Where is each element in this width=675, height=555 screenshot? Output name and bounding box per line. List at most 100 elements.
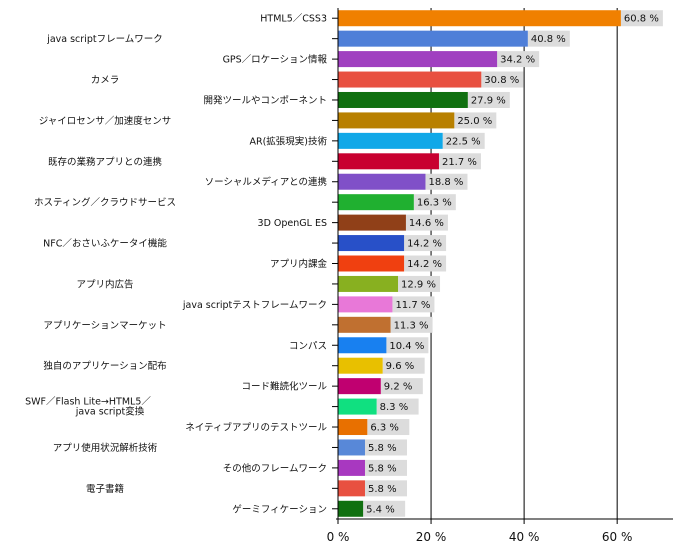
x-tick-label: 40 % xyxy=(509,530,540,544)
bar xyxy=(338,439,365,456)
bar xyxy=(338,500,364,517)
value-label-background xyxy=(454,112,497,129)
bar xyxy=(338,316,391,333)
category-label: ネイティブアプリのテストツール xyxy=(185,422,327,434)
category-label: NFC／おさいふケータイ機能 xyxy=(43,238,167,250)
bar xyxy=(338,480,365,497)
data-label: 12.9 % xyxy=(401,279,436,290)
category-label: 独自のアプリケーション配布 xyxy=(43,360,166,372)
data-label: 6.3 % xyxy=(370,423,399,434)
category-label: AR(拡張現実)技術 xyxy=(249,135,327,147)
value-label-background xyxy=(386,337,429,354)
bar xyxy=(338,296,393,313)
data-label: 27.9 % xyxy=(471,95,506,106)
category-label: その他のフレームワーク xyxy=(223,462,327,474)
data-label: 10.4 % xyxy=(389,341,424,352)
bar xyxy=(338,459,365,476)
category-label: アプリケーションマーケット xyxy=(43,320,166,331)
category-labels: HTML5／CSS3 java scriptフレームワーク GPS／ロケーション情報… xyxy=(25,14,327,516)
bar xyxy=(338,275,399,292)
bar xyxy=(338,71,482,88)
category-label: GPS／ロケーション情報 xyxy=(223,54,328,66)
value-label-background xyxy=(363,500,406,517)
category-label: java scriptテストフレームワーク xyxy=(182,300,327,311)
category-label: ホスティング／クラウドサービス xyxy=(34,197,176,209)
bar xyxy=(338,419,368,436)
data-label: 18.8 % xyxy=(428,177,463,188)
bar xyxy=(338,214,406,231)
bar xyxy=(338,194,414,211)
data-label: 5.8 % xyxy=(368,443,397,454)
value-label-background xyxy=(425,173,468,190)
data-label: 9.2 % xyxy=(384,382,413,393)
category-label: ソーシャルメディアとの連携 xyxy=(205,176,327,188)
data-label: 60.8 % xyxy=(624,14,659,25)
value-label-background xyxy=(438,153,481,170)
category-label: 電子書籍 xyxy=(86,483,124,495)
bar xyxy=(338,173,426,190)
value-label-background xyxy=(467,91,510,108)
data-label: 40.8 % xyxy=(531,34,566,45)
bar xyxy=(338,132,443,149)
bar xyxy=(338,235,405,252)
data-label: 21.7 % xyxy=(442,157,477,168)
bar xyxy=(338,51,498,68)
value-label-background xyxy=(527,30,570,47)
category-label: コード難読化ツール xyxy=(241,381,327,393)
data-label: 16.3 % xyxy=(417,198,452,209)
data-label: 14.6 % xyxy=(409,218,444,229)
category-label: 既存の業務アプリとの連携 xyxy=(48,156,162,168)
bar xyxy=(338,10,621,27)
value-label-background xyxy=(620,10,663,27)
data-label: 30.8 % xyxy=(484,75,519,86)
category-label: ジャイロセンサ／加速度センサ xyxy=(39,115,172,127)
data-label: 5.8 % xyxy=(368,484,397,495)
bar xyxy=(338,153,439,170)
data-label: 22.5 % xyxy=(446,136,481,147)
category-label: SWF／Flash Lite→HTML5／ java script変換 xyxy=(25,397,151,418)
value-label-background xyxy=(398,275,441,292)
bar xyxy=(338,30,528,47)
data-label: 5.4 % xyxy=(366,504,395,515)
bars: 60.8 % 40.8 % 34.2 % 30.8 % 27.9 % 25.0 % 22.5… xyxy=(338,10,663,517)
category-label: HTML5／CSS3 xyxy=(260,14,327,25)
value-label-background xyxy=(364,439,407,456)
value-label-background xyxy=(380,378,423,395)
bar xyxy=(338,398,377,415)
data-label: 9.6 % xyxy=(386,361,415,372)
category-label: アプリ内広告 xyxy=(76,278,133,290)
value-label-background xyxy=(367,419,410,436)
x-tick-label: 60 % xyxy=(602,530,633,544)
category-label: コンパス xyxy=(289,341,327,352)
value-label-background xyxy=(364,480,407,497)
bar xyxy=(338,378,381,395)
category-label: 3D OpenGL ES xyxy=(258,218,327,229)
value-label-background xyxy=(376,398,419,415)
bar xyxy=(338,91,468,108)
category-label: java scriptフレームワーク xyxy=(46,34,163,45)
data-label: 11.3 % xyxy=(394,320,429,331)
bar xyxy=(338,337,387,354)
data-label: 14.2 % xyxy=(407,239,442,250)
bar xyxy=(338,357,383,374)
value-label-background xyxy=(392,296,435,313)
x-tick-label: 20 % xyxy=(416,530,447,544)
bar xyxy=(338,255,405,272)
category-label: アプリ使用状況解析技術 xyxy=(53,442,158,454)
x-axis: 0 % 20 % 40 % 60 % xyxy=(327,8,673,544)
value-label-background xyxy=(404,255,447,272)
data-label: 14.2 % xyxy=(407,259,442,270)
value-label-background xyxy=(405,214,448,231)
data-label: 5.8 % xyxy=(368,463,397,474)
category-label: アプリ内課金 xyxy=(270,258,328,270)
value-label-background xyxy=(364,459,407,476)
category-label: ゲーミフィケーション xyxy=(232,503,327,515)
value-label-background xyxy=(404,235,447,252)
value-label-background xyxy=(442,132,485,149)
value-label-background xyxy=(390,316,433,333)
data-label: 25.0 % xyxy=(457,116,492,127)
value-label-background xyxy=(481,71,524,88)
value-label-background xyxy=(497,51,540,68)
x-tick-label: 0 % xyxy=(327,530,350,544)
